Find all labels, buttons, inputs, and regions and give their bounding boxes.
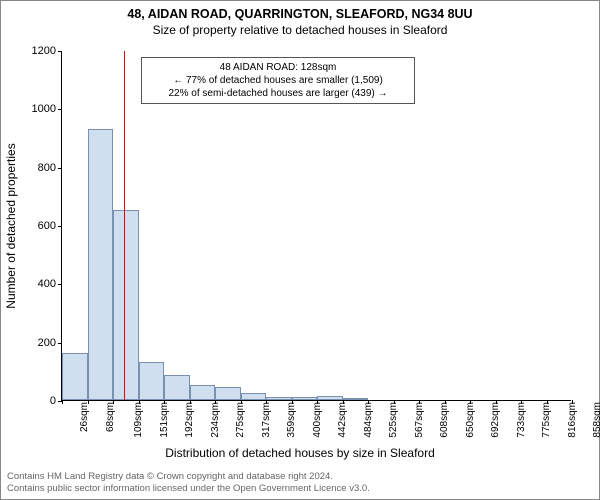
y-tick-mark xyxy=(58,51,62,52)
x-tick-mark xyxy=(572,400,573,404)
x-tick-mark xyxy=(292,400,293,404)
histogram-bar xyxy=(88,129,114,400)
footer-attribution: Contains HM Land Registry data © Crown c… xyxy=(7,471,370,495)
x-tick-mark xyxy=(496,400,497,404)
x-tick-label: 275sqm xyxy=(233,402,246,438)
x-tick-label: 68sqm xyxy=(103,402,116,432)
x-tick-label: 317sqm xyxy=(258,402,271,438)
chart-title-sub: Size of property relative to detached ho… xyxy=(1,23,599,37)
footer-line1: Contains HM Land Registry data © Crown c… xyxy=(7,471,370,483)
x-tick-label: 192sqm xyxy=(182,402,195,438)
histogram-bar xyxy=(215,387,241,400)
histogram-bar xyxy=(190,385,216,400)
histogram-bar xyxy=(164,375,190,400)
annotation-box: 48 AIDAN ROAD: 128sqm ← 77% of detached … xyxy=(141,57,415,104)
x-tick-mark xyxy=(88,400,89,404)
x-tick-mark xyxy=(419,400,420,404)
histogram-bar xyxy=(241,393,267,400)
x-tick-mark xyxy=(113,400,114,404)
annotation-line1: 48 AIDAN ROAD: 128sqm xyxy=(148,61,408,74)
x-tick-label: 151sqm xyxy=(156,402,169,438)
x-tick-label: 816sqm xyxy=(564,402,577,438)
histogram-bar xyxy=(113,210,139,400)
x-tick-mark xyxy=(470,400,471,404)
x-tick-mark xyxy=(394,400,395,404)
x-tick-label: 692sqm xyxy=(488,402,501,438)
x-tick-label: 442sqm xyxy=(335,402,348,438)
histogram-bar xyxy=(292,397,318,400)
y-tick-mark xyxy=(58,226,62,227)
x-tick-mark xyxy=(521,400,522,404)
x-tick-label: 359sqm xyxy=(284,402,297,438)
y-tick-mark xyxy=(58,343,62,344)
x-tick-label: 650sqm xyxy=(462,402,475,438)
x-tick-mark xyxy=(241,400,242,404)
x-tick-label: 733sqm xyxy=(513,402,526,438)
x-tick-label: 234sqm xyxy=(207,402,220,438)
annotation-line3: 22% of semi-detached houses are larger (… xyxy=(148,87,408,100)
chart-title-address: 48, AIDAN ROAD, QUARRINGTON, SLEAFORD, N… xyxy=(1,7,599,21)
x-axis-label: Distribution of detached houses by size … xyxy=(1,446,599,460)
x-tick-mark xyxy=(547,400,548,404)
x-tick-mark xyxy=(139,400,140,404)
x-tick-label: 400sqm xyxy=(309,402,322,438)
x-tick-mark xyxy=(215,400,216,404)
x-tick-label: 775sqm xyxy=(539,402,552,438)
histogram-bar xyxy=(317,396,343,400)
reference-line xyxy=(124,51,125,400)
x-tick-mark xyxy=(62,400,63,404)
x-tick-label: 26sqm xyxy=(77,402,90,432)
x-tick-mark xyxy=(445,400,446,404)
x-tick-mark xyxy=(266,400,267,404)
y-tick-mark xyxy=(58,168,62,169)
plot-area: 02004006008001000120026sqm68sqm109sqm151… xyxy=(61,51,571,401)
x-tick-mark xyxy=(190,400,191,404)
x-tick-label: 608sqm xyxy=(437,402,450,438)
x-tick-label: 567sqm xyxy=(411,402,424,438)
x-tick-label: 109sqm xyxy=(131,402,144,438)
y-axis-label: Number of detached properties xyxy=(4,143,18,308)
chart-container: 48, AIDAN ROAD, QUARRINGTON, SLEAFORD, N… xyxy=(0,0,600,500)
histogram-bar xyxy=(343,398,369,400)
y-tick-mark xyxy=(58,284,62,285)
histogram-bar xyxy=(266,397,292,401)
x-tick-mark xyxy=(164,400,165,404)
x-tick-mark xyxy=(343,400,344,404)
y-tick-mark xyxy=(58,109,62,110)
x-tick-mark xyxy=(317,400,318,404)
histogram-bar xyxy=(139,362,165,400)
annotation-line2: ← 77% of detached houses are smaller (1,… xyxy=(148,74,408,87)
x-tick-mark xyxy=(368,400,369,404)
histogram-bar xyxy=(62,353,88,400)
footer-line2: Contains public sector information licen… xyxy=(7,483,370,495)
x-tick-label: 858sqm xyxy=(590,402,600,438)
x-tick-label: 484sqm xyxy=(360,402,373,438)
x-tick-label: 525sqm xyxy=(386,402,399,438)
